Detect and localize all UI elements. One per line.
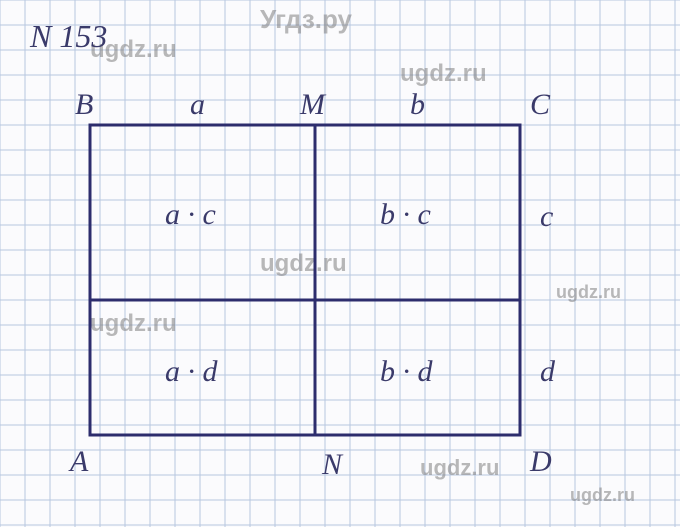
label-bc: b · c: [380, 198, 431, 232]
label-D: D: [530, 445, 552, 479]
label-c_right: c: [540, 200, 553, 234]
label-A: A: [70, 445, 88, 479]
label-bd: b · d: [380, 355, 433, 389]
label-b_top: b: [410, 88, 425, 122]
problem-number: N 153: [30, 18, 107, 55]
label-N: N: [322, 448, 342, 482]
label-ac: a · c: [165, 198, 216, 232]
label-C: C: [530, 88, 550, 122]
label-d_right: d: [540, 355, 555, 389]
label-B: B: [75, 88, 93, 122]
label-M: M: [300, 88, 325, 122]
label-ad: a · d: [165, 355, 218, 389]
page-root: Угдз.ру ugdz.ruugdz.ruugdz.ruugdz.ruugdz…: [0, 0, 680, 527]
label-a_top: a: [190, 88, 205, 122]
